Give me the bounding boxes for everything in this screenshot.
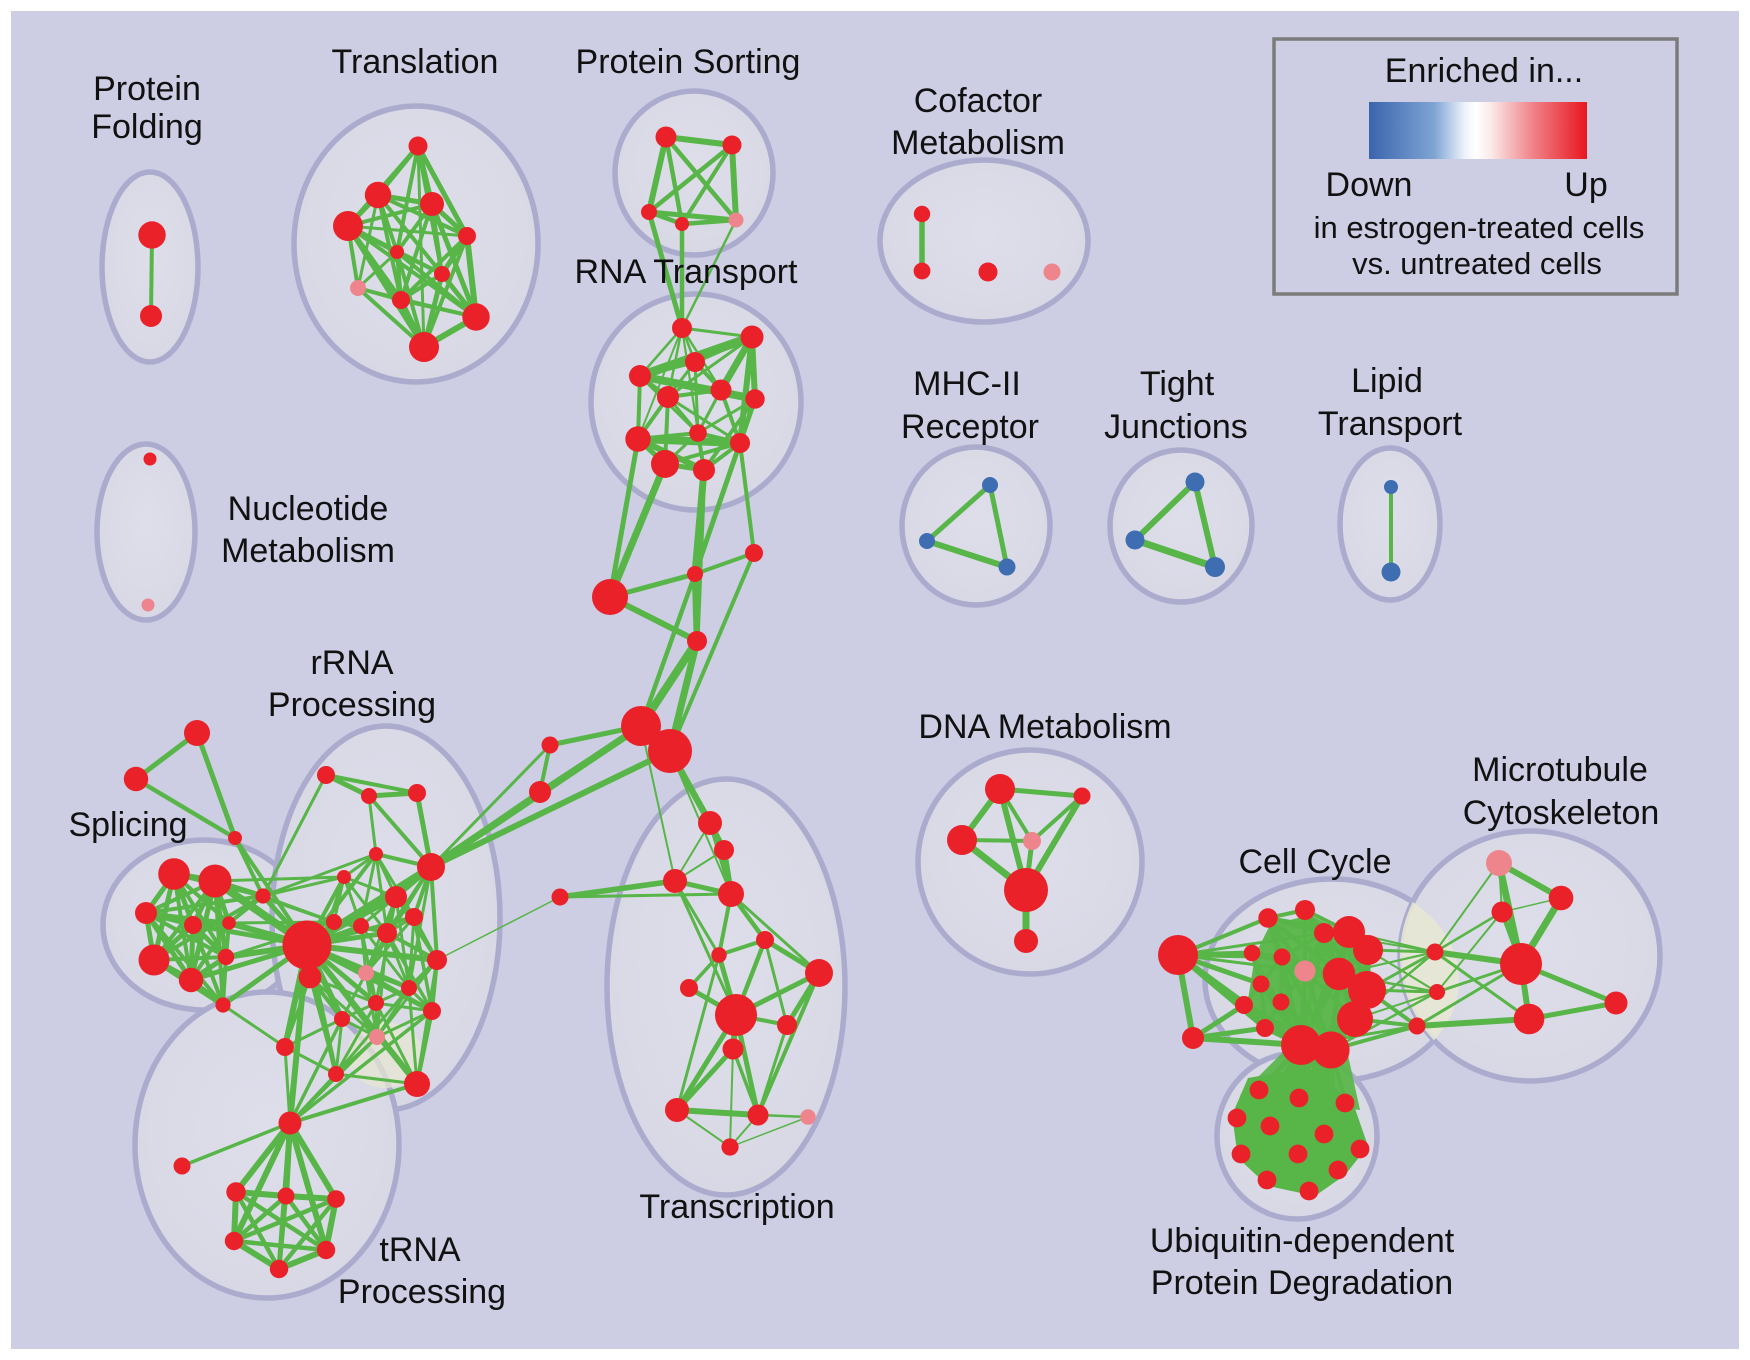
svg-text:Translation: Translation — [332, 43, 499, 81]
svg-text:Cytoskeleton: Cytoskeleton — [1463, 794, 1660, 832]
svg-text:tRNA: tRNA — [379, 1231, 461, 1269]
svg-text:Cofactor: Cofactor — [914, 82, 1043, 120]
svg-text:Protein Degradation: Protein Degradation — [1151, 1264, 1453, 1302]
svg-text:Protein Sorting: Protein Sorting — [576, 43, 801, 81]
svg-text:Metabolism: Metabolism — [221, 532, 395, 570]
svg-text:Nucleotide: Nucleotide — [228, 490, 389, 528]
svg-text:Transcription: Transcription — [639, 1188, 834, 1226]
svg-text:Junctions: Junctions — [1104, 408, 1248, 446]
svg-text:Enriched in...: Enriched in... — [1385, 52, 1583, 90]
svg-text:MHC-II: MHC-II — [913, 365, 1021, 403]
svg-text:Ubiquitin-dependent: Ubiquitin-dependent — [1150, 1222, 1455, 1260]
svg-text:Lipid: Lipid — [1351, 362, 1423, 400]
svg-text:Down: Down — [1326, 166, 1413, 204]
svg-text:Processing: Processing — [268, 686, 436, 724]
svg-text:Cell Cycle: Cell Cycle — [1238, 843, 1391, 881]
svg-text:Transport: Transport — [1318, 405, 1463, 443]
svg-text:Protein: Protein — [93, 70, 201, 108]
svg-text:DNA Metabolism: DNA Metabolism — [918, 708, 1171, 746]
svg-text:Processing: Processing — [338, 1273, 506, 1311]
svg-text:RNA Transport: RNA Transport — [575, 253, 799, 291]
svg-text:Tight: Tight — [1140, 365, 1215, 403]
svg-text:Metabolism: Metabolism — [891, 124, 1065, 162]
svg-text:vs. untreated cells: vs. untreated cells — [1352, 246, 1602, 281]
svg-text:in estrogen-treated cells: in estrogen-treated cells — [1314, 210, 1645, 245]
svg-text:Up: Up — [1564, 166, 1607, 204]
svg-text:Microtubule: Microtubule — [1472, 751, 1648, 789]
svg-text:Folding: Folding — [91, 108, 203, 146]
svg-text:rRNA: rRNA — [310, 644, 393, 682]
svg-text:Splicing: Splicing — [68, 806, 187, 844]
svg-text:Receptor: Receptor — [901, 408, 1039, 446]
